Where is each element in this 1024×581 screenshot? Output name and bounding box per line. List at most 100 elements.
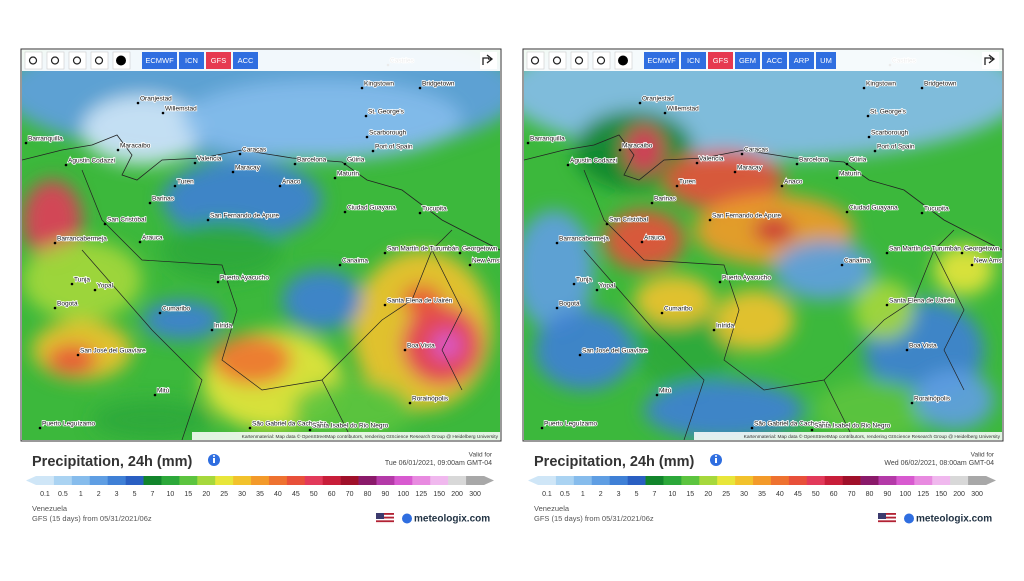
legend-swatch: [555, 476, 575, 485]
legend-value: 1: [581, 491, 585, 498]
model-button[interactable]: [233, 52, 258, 69]
legend-swatch: [681, 476, 700, 485]
dark-mode-icon: [618, 55, 628, 66]
city-label: Barcelona: [297, 157, 327, 164]
city-label: Maracay: [235, 165, 261, 172]
precip-area: [914, 370, 994, 430]
city-label: Port of Spain: [877, 144, 915, 151]
map-credit: Kartenmaterial: Map data © OpenStreetMap…: [744, 433, 1001, 440]
model-button[interactable]: [206, 52, 231, 69]
share-button[interactable]: [982, 52, 999, 69]
legend-value: 0.1: [40, 491, 50, 498]
city-label: San Martín de Turumbán: [889, 246, 961, 253]
city-dot: [970, 263, 974, 267]
legend-value: 150: [935, 491, 947, 498]
model-button[interactable]: [816, 52, 836, 69]
city-label: Güiria: [849, 157, 867, 164]
legend-swatch: [824, 476, 843, 485]
city-dot: [655, 393, 659, 397]
precip-area: [82, 95, 202, 165]
legend-swatch: [215, 476, 234, 485]
tool-icon: [530, 56, 540, 65]
city-label: Mitú: [659, 388, 672, 395]
model-button[interactable]: [789, 52, 814, 69]
model-button[interactable]: [179, 52, 204, 69]
legend-arrow-right: [986, 476, 996, 485]
model-button-label: ECMWF: [145, 56, 174, 65]
tool-button[interactable]: [592, 51, 611, 70]
city-label: Georgetown: [462, 246, 498, 253]
flag-stripe: [376, 518, 394, 521]
model-button[interactable]: [708, 52, 733, 69]
city-label: Santa Isabel do Rio Negro: [814, 423, 891, 430]
city-dot: [360, 86, 364, 90]
model-button[interactable]: [681, 52, 706, 69]
tool-button[interactable]: [526, 51, 545, 70]
flag-stripe: [878, 518, 896, 521]
city-dot: [733, 170, 737, 174]
legend-swatch: [663, 476, 682, 485]
tool-button[interactable]: [570, 51, 589, 70]
city-label: Cumaribo: [162, 306, 191, 313]
model-button-label: GFS: [211, 56, 226, 65]
city-dot: [383, 251, 387, 255]
city-dot: [712, 328, 716, 332]
legend-value: 40: [776, 491, 784, 498]
city-dot: [343, 210, 347, 214]
model-button[interactable]: [644, 52, 679, 69]
city-dot: [866, 114, 870, 118]
city-label: Valencia: [699, 156, 724, 163]
tool-button[interactable]: [548, 51, 567, 70]
model-button[interactable]: [142, 52, 177, 69]
city-dot: [371, 149, 375, 153]
legend-swatch: [842, 476, 861, 485]
flag-canton: [878, 513, 886, 519]
city-label: Puerto Leguízamo: [42, 421, 96, 428]
model-button-label: ARP: [794, 56, 809, 65]
city-dot: [76, 353, 80, 357]
model-button[interactable]: [762, 52, 787, 69]
city-dot: [845, 210, 849, 214]
model-button[interactable]: [735, 52, 760, 69]
legend-value: 2: [599, 491, 603, 498]
city-dot: [116, 148, 120, 152]
city-label: Canaima: [342, 258, 368, 265]
tool-button[interactable]: [68, 51, 87, 70]
precip-area: [934, 245, 994, 295]
share-button[interactable]: [480, 52, 497, 69]
city-dot: [193, 161, 197, 165]
city-dot: [840, 263, 844, 267]
city-dot: [403, 348, 407, 352]
legend-swatch: [286, 476, 306, 485]
tool-button[interactable]: [24, 51, 43, 70]
legend-value: 7: [151, 491, 155, 498]
legend-swatch: [878, 476, 897, 485]
legend-value: 20: [704, 491, 712, 498]
city-dot: [675, 184, 679, 188]
city-label: Turen: [679, 179, 696, 186]
city-label: San Cristóbal: [107, 217, 147, 224]
legend-value: 300: [469, 491, 481, 498]
tool-button[interactable]: [46, 51, 65, 70]
precip-area: [432, 330, 462, 360]
legend-swatch: [591, 476, 610, 485]
tool-button[interactable]: [90, 51, 109, 70]
city-dot: [383, 303, 387, 307]
legend-swatch: [358, 476, 377, 485]
city-dot: [526, 141, 530, 145]
city-label: Bogotá: [559, 301, 580, 308]
city-dot: [885, 303, 889, 307]
model-button-label: GEM: [739, 56, 756, 65]
city-dot: [153, 393, 157, 397]
city-label: Bridgetown: [422, 81, 455, 88]
legend-swatch: [950, 476, 969, 485]
city-dot: [210, 328, 214, 332]
city-label: New Amsterdam: [974, 258, 1022, 265]
city-label: Kingstown: [866, 81, 896, 88]
city-label: San Fernando de Apure: [712, 213, 781, 220]
city-dot: [238, 152, 242, 156]
legend-swatch: [788, 476, 808, 485]
legend-title: Precipitation, 24h (mm): [32, 454, 193, 470]
precip-area: [212, 335, 292, 385]
city-dot: [910, 401, 914, 405]
